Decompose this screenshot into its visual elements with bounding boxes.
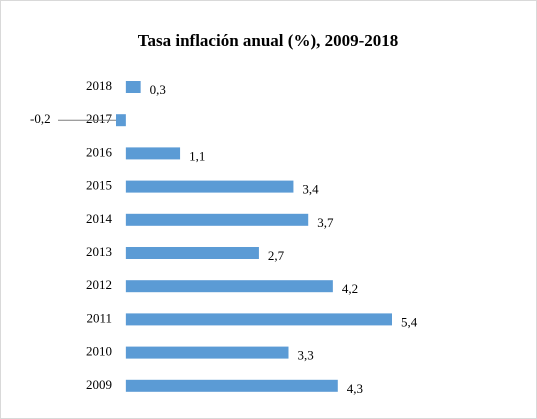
value-label: 4,2 bbox=[342, 281, 358, 296]
value-label: 3,7 bbox=[317, 215, 334, 230]
y-tick-label: 2018 bbox=[86, 78, 112, 93]
value-label: 3,3 bbox=[298, 348, 314, 363]
y-tick-label: 2011 bbox=[86, 310, 112, 325]
y-tick-label: 2015 bbox=[86, 178, 112, 193]
bar bbox=[125, 379, 338, 392]
bar bbox=[125, 147, 181, 160]
y-tick-label: 2010 bbox=[86, 344, 112, 359]
bar bbox=[125, 280, 333, 293]
value-label: 3,4 bbox=[302, 182, 319, 197]
y-tick-label: 2013 bbox=[86, 244, 112, 259]
y-tick-label: 2014 bbox=[86, 211, 113, 226]
y-tick-label: 2009 bbox=[86, 377, 112, 392]
value-label: 5,4 bbox=[401, 314, 418, 329]
value-label: 4,3 bbox=[347, 381, 363, 396]
bar bbox=[125, 346, 289, 359]
y-tick-label: 2017 bbox=[86, 111, 113, 126]
value-label: 0,3 bbox=[150, 82, 166, 97]
bar bbox=[125, 213, 309, 226]
bar bbox=[125, 313, 392, 326]
value-label: 1,1 bbox=[189, 148, 205, 163]
bar bbox=[125, 247, 259, 259]
bar bbox=[116, 114, 126, 127]
bar bbox=[125, 180, 294, 193]
y-tick-label: 2016 bbox=[86, 144, 113, 159]
value-label: 2,7 bbox=[268, 248, 285, 263]
chart-title: Tasa inflación anual (%), 2009-2018 bbox=[138, 31, 399, 50]
bar bbox=[125, 81, 141, 93]
value-label: -0,2 bbox=[30, 111, 51, 126]
y-tick-label: 2012 bbox=[86, 277, 112, 292]
